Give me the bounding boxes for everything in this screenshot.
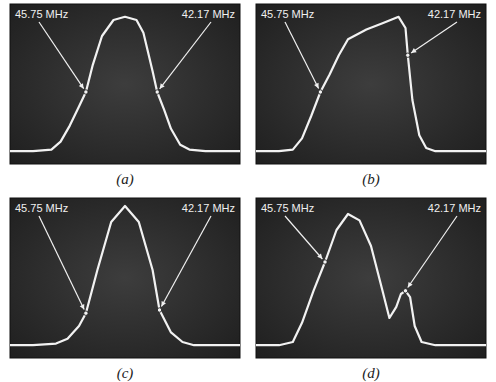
arrow-head	[160, 83, 165, 88]
plot-frame	[10, 4, 240, 164]
marker-label: 45.75 MHz	[261, 8, 314, 20]
marker-pip	[155, 90, 159, 94]
marker-label: 42.17 MHz	[182, 8, 235, 20]
panel-caption: (d)	[362, 365, 380, 382]
response-curve	[10, 206, 240, 345]
marker-arrow	[285, 216, 322, 259]
response-curve	[256, 214, 486, 345]
marker-pip	[157, 308, 161, 312]
data-group	[10, 206, 240, 345]
plot-frame	[10, 198, 240, 358]
panel: 45.75 MHz 42.17 MHz	[256, 198, 486, 358]
data-group	[256, 214, 486, 345]
panel: 45.75 MHz 42.17 MHz	[10, 4, 240, 164]
panel: 45.75 MHz 42.17 MHz	[256, 4, 486, 164]
figure: 45.75 MHz 42.17 MHz (a) 45.75 MHz 42.17 MHz (…	[0, 0, 496, 382]
marker-arrow	[161, 216, 211, 306]
response-curve	[256, 17, 486, 151]
marker-arrow	[39, 22, 84, 89]
marker-label: 45.75 MHz	[261, 202, 314, 214]
data-group	[256, 17, 486, 151]
arrow-head	[161, 301, 166, 307]
marker-label: 45.75 MHz	[15, 8, 68, 20]
marker-label: 42.17 MHz	[428, 8, 481, 20]
data-group	[10, 17, 240, 151]
response-curve	[10, 17, 240, 151]
panel-caption: (b)	[362, 171, 380, 188]
arrow-head	[317, 254, 322, 259]
marker-pip	[406, 53, 410, 57]
panel-caption: (c)	[117, 365, 134, 382]
arrow-head	[411, 48, 417, 53]
marker-arrow	[411, 22, 457, 53]
arrow-head	[408, 282, 413, 288]
panel: 45.75 MHz 42.17 MHz	[10, 198, 240, 358]
marker-pip	[323, 260, 327, 264]
marker-arrow	[285, 22, 319, 88]
arrow-head	[314, 83, 318, 89]
panel-caption: (a)	[116, 171, 134, 188]
plot-frame	[256, 4, 486, 164]
marker-label: 45.75 MHz	[15, 202, 68, 214]
plot-frame	[256, 198, 486, 358]
marker-arrow	[408, 216, 457, 288]
marker-arrow	[39, 216, 84, 310]
marker-label: 42.17 MHz	[182, 202, 235, 214]
marker-pip	[403, 289, 407, 293]
marker-pip	[84, 90, 88, 94]
arrow-head	[80, 304, 85, 310]
arrow-head	[79, 83, 84, 89]
figure-svg: 45.75 MHz 42.17 MHz (a) 45.75 MHz 42.17 MHz (…	[0, 0, 496, 382]
marker-arrow	[160, 22, 211, 89]
marker-pip	[84, 311, 88, 315]
marker-pip	[318, 90, 322, 94]
marker-label: 42.17 MHz	[428, 202, 481, 214]
